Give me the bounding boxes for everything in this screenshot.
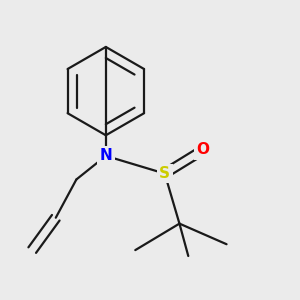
Text: O: O: [196, 142, 209, 158]
Text: S: S: [159, 166, 170, 181]
Text: N: N: [100, 148, 112, 164]
